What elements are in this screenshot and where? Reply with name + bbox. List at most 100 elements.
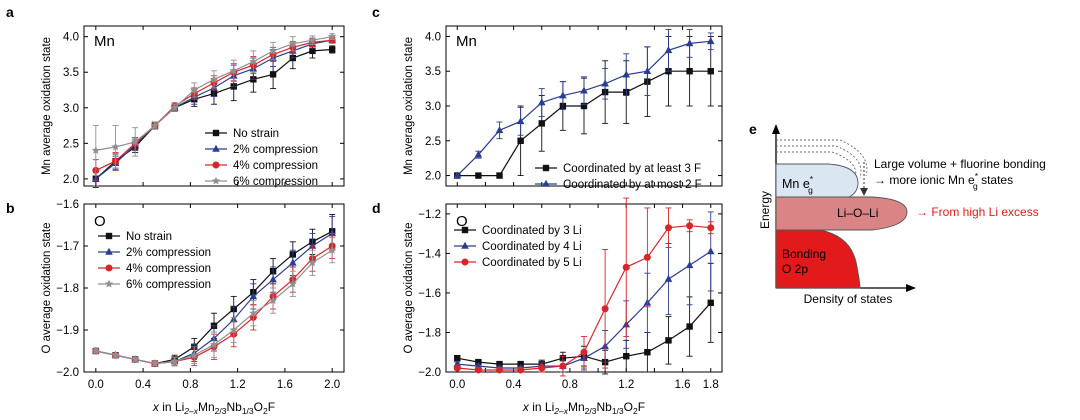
- legend-d: Coordinated by 3 Li Coordinated by 4 Li Co…: [454, 225, 582, 269]
- panel-e-energy-label: Energy: [758, 191, 772, 229]
- y-tick-label-d: −2.0: [418, 367, 441, 379]
- data-point: [601, 305, 609, 313]
- y-tick-label-a: 2.0: [63, 174, 79, 186]
- legend-marker: [461, 241, 469, 249]
- y-tick-label-d: −1.4: [418, 248, 441, 260]
- series-line: [95, 39, 333, 180]
- data-point: [707, 224, 715, 232]
- y-tick-label-d: −1.6: [418, 288, 441, 300]
- data-point: [190, 350, 199, 359]
- legend-marker: [105, 247, 113, 255]
- data-point: [707, 68, 714, 75]
- data-point: [516, 117, 525, 125]
- data-point: [580, 86, 588, 94]
- y-tick-label-c: 2.5: [425, 136, 441, 148]
- y-tick-label-d: −1.2: [418, 209, 441, 221]
- y-tick-label-b: −1.9: [56, 325, 79, 337]
- data-point: [454, 354, 461, 362]
- data-point: [209, 74, 219, 83]
- data-point: [453, 171, 462, 179]
- legend-entry: Coordinated by at least 3 F: [563, 163, 701, 175]
- x-tick-label-d: 0.8: [562, 379, 578, 391]
- y-axis-label-a: Mn average oxidation state: [41, 37, 53, 175]
- y-tick-label-b: −1.7: [56, 241, 79, 253]
- y-tick-label-c: 2.0: [425, 171, 441, 183]
- legend-c: Coordinated by at least 3 F Coordinated b…: [535, 163, 702, 191]
- y-tick-label-c: 3.0: [425, 101, 441, 113]
- data-point: [249, 308, 258, 317]
- legend-marker: [104, 279, 114, 288]
- data-point: [559, 362, 567, 370]
- legend-entry: Coordinated by at most 2 F: [563, 179, 702, 191]
- data-point: [150, 359, 160, 368]
- panel-title-c: Mn: [456, 33, 477, 50]
- panel-title-d: O: [456, 213, 468, 230]
- data-point: [643, 253, 651, 261]
- annotation-line-2: → more ionic Mn e* g states: [874, 171, 1013, 191]
- y-tick-label-b: −2.0: [56, 367, 79, 379]
- legend-marker: [212, 129, 220, 137]
- data-point: [328, 245, 337, 254]
- panel-e-dos-arrowhead: [906, 284, 916, 292]
- data-point: [559, 91, 567, 99]
- plot-frame-a: [83, 25, 345, 187]
- x-tick-label-d: 1.8: [703, 379, 719, 391]
- data-point: [269, 275, 277, 283]
- charts-layer: a Mn 2.0 2.5 3.0 3.5 4.0 Mn average oxidation s…: [6, 4, 723, 416]
- bonding-label-line1: Bonding: [782, 247, 826, 261]
- x-axis-label-b: x in Li2–xMn2/3Nb1/3O2F: [152, 400, 275, 416]
- series-a-3: [91, 32, 337, 176]
- legend-entry: Coordinated by 3 Li: [482, 225, 582, 237]
- data-point: [309, 47, 316, 55]
- data-point: [288, 279, 298, 288]
- data-point: [91, 146, 100, 154]
- legend-marker: [105, 232, 113, 240]
- y-axis-label-c: Mn average oxidation state: [403, 37, 415, 175]
- data-point: [111, 350, 120, 359]
- panel-e-dos-label: Density of states: [804, 292, 893, 306]
- x-tick-label-b: 0.8: [182, 379, 198, 391]
- downshift-arrowhead: [860, 188, 868, 196]
- x-tick-label-d: 0.4: [506, 379, 523, 391]
- legend-entry: No strain: [233, 128, 279, 140]
- data-point: [289, 258, 297, 266]
- data-point: [170, 103, 179, 112]
- data-point: [601, 79, 609, 87]
- data-point: [453, 364, 461, 372]
- legend-marker: [542, 164, 550, 172]
- data-point: [268, 46, 278, 55]
- x-tick-label-d: 1.6: [675, 379, 691, 391]
- y-tick-label-c: 3.5: [425, 66, 441, 78]
- legend-entry: 4% compression: [233, 160, 318, 172]
- data-point: [706, 37, 715, 45]
- data-point: [249, 57, 258, 66]
- data-point: [474, 366, 482, 374]
- data-point: [308, 241, 317, 249]
- data-point: [288, 39, 298, 48]
- panel-e-schematic: e Energy Density of states Mn e* g Li–O–L…: [749, 121, 1046, 306]
- legend-entry: Coordinated by 5 Li: [482, 257, 582, 269]
- legend-b: No strain 2% compression 4% compression 6% …: [98, 231, 211, 291]
- data-point: [537, 98, 546, 106]
- y-tick-label-b: −1.6: [56, 199, 79, 211]
- data-point: [496, 172, 503, 179]
- legend-marker: [212, 144, 220, 152]
- legend-entry: Coordinated by 4 Li: [482, 241, 582, 253]
- data-point: [622, 70, 631, 78]
- x-tick-label-d: 1.2: [618, 379, 634, 391]
- data-point: [229, 325, 238, 334]
- legend-marker: [542, 179, 550, 187]
- bonding-o2p-band: [775, 229, 861, 289]
- panel-title-a: Mn: [94, 33, 115, 50]
- legend-entry: 4% compression: [126, 263, 211, 275]
- y-tick-label-a: 3.5: [63, 67, 79, 79]
- li-o-li-band: [775, 196, 908, 231]
- y-tick-label-b: −1.8: [56, 283, 79, 295]
- series-c-0: [454, 35, 714, 179]
- data-point: [538, 120, 545, 127]
- data-point: [665, 337, 672, 344]
- series-b-3: [91, 237, 337, 368]
- data-point: [580, 348, 588, 356]
- data-point: [664, 224, 672, 232]
